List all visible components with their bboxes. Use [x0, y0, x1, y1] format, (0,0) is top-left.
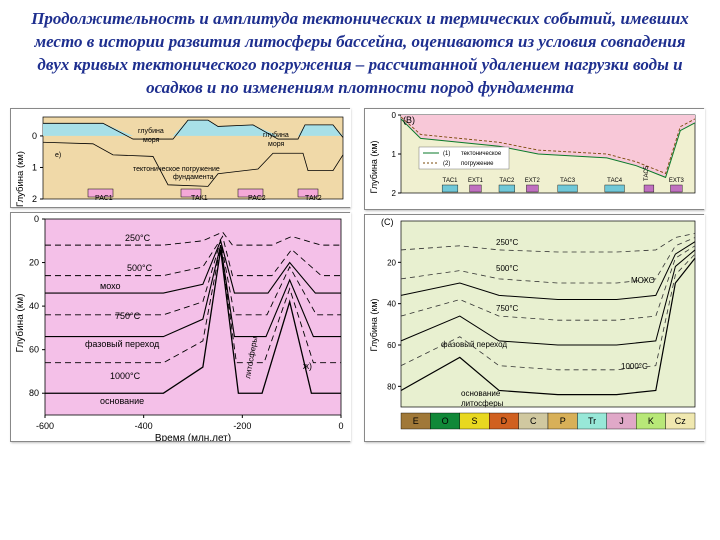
- svg-text:-600: -600: [36, 421, 54, 431]
- svg-text:O: O: [442, 416, 449, 426]
- svg-text:ТАС3: ТАС3: [560, 178, 576, 184]
- svg-text:0: 0: [392, 111, 397, 120]
- svg-text:глубина: глубина: [138, 127, 164, 135]
- svg-text:0: 0: [32, 131, 37, 141]
- svg-text:K: K: [648, 416, 654, 426]
- svg-text:1000°С: 1000°С: [621, 362, 648, 371]
- svg-text:D: D: [501, 416, 508, 426]
- svg-text:60: 60: [387, 341, 396, 350]
- svg-text:1000°С: 1000°С: [110, 371, 141, 381]
- svg-text:500°С: 500°С: [496, 264, 519, 273]
- svg-text:80: 80: [387, 382, 396, 391]
- svg-text:погружение: погружение: [461, 161, 494, 167]
- svg-text:е): е): [55, 152, 61, 159]
- panel-right-bottom: 20 40 60 80 Глубина (км) (С) 250°С 500°С МОХО 750…: [364, 214, 704, 442]
- svg-text:тектоническое погружение: тектоническое погружение: [133, 166, 220, 173]
- svg-text:40: 40: [387, 299, 396, 308]
- svg-text:глубина: глубина: [263, 131, 289, 139]
- svg-text:1: 1: [392, 150, 397, 159]
- svg-text:Время (млн.лет): Время (млн.лет): [155, 433, 231, 441]
- svg-text:Глубина (км): Глубина (км): [15, 151, 26, 207]
- svg-text:МОХО: МОХО: [631, 276, 655, 285]
- svg-text:EXT1: EXT1: [468, 178, 484, 184]
- svg-text:250°С: 250°С: [496, 238, 519, 247]
- svg-text:основание: основание: [461, 389, 501, 398]
- svg-text:250°С: 250°С: [125, 233, 151, 243]
- svg-text:Глубина (км): Глубина (км): [14, 293, 26, 352]
- svg-text:80: 80: [29, 388, 39, 398]
- svg-text:750°С: 750°С: [115, 311, 141, 321]
- panel-left-bottom: 0 20 40 60 80 -600 -400 -200 0 Глубина (км) Время …: [10, 212, 350, 442]
- svg-text:Глубина (км): Глубина (км): [369, 140, 379, 193]
- svg-text:литосферы: литосферы: [461, 399, 504, 408]
- svg-text:Tr: Tr: [588, 416, 596, 426]
- svg-text:2: 2: [32, 194, 37, 204]
- svg-text:ТАС5: ТАС5: [644, 165, 650, 181]
- svg-text:E: E: [413, 416, 419, 426]
- svg-text:ТАС1: ТАС1: [442, 178, 458, 184]
- svg-text:0: 0: [338, 421, 343, 431]
- svg-text:тектоническое: тектоническое: [461, 151, 502, 157]
- svg-text:ТАК1: ТАК1: [191, 195, 208, 202]
- svg-text:фазовый переход: фазовый переход: [85, 339, 160, 349]
- svg-text:C: C: [530, 416, 537, 426]
- svg-text:P: P: [560, 416, 566, 426]
- svg-text:моря: моря: [143, 137, 160, 144]
- svg-text:Глубина (км): Глубина (км): [369, 298, 379, 351]
- svg-text:моря: моря: [268, 141, 285, 148]
- svg-text:500°С: 500°С: [127, 263, 153, 273]
- svg-text:0: 0: [34, 214, 39, 224]
- svg-text:Cz: Cz: [675, 416, 686, 426]
- svg-text:-200: -200: [233, 421, 251, 431]
- svg-text:2: 2: [392, 189, 397, 198]
- svg-text:ТАС2: ТАС2: [499, 178, 515, 184]
- svg-text:(В): (В): [403, 115, 415, 125]
- svg-text:ТАС4: ТАС4: [607, 178, 623, 184]
- svg-text:60: 60: [29, 344, 39, 354]
- svg-text:S: S: [471, 416, 477, 426]
- svg-text:РАС2: РАС2: [248, 195, 266, 202]
- svg-text:EXT3: EXT3: [669, 178, 685, 184]
- svg-text:РАС1: РАС1: [95, 195, 113, 202]
- chart-panels: 0 1 2 Глубина (км) е) глубина моря глубина моря т…: [0, 104, 720, 442]
- svg-text:(С): (С): [381, 217, 394, 227]
- svg-text:(2): (2): [443, 161, 450, 167]
- svg-text:фазовый переход: фазовый переход: [441, 340, 507, 349]
- svg-text:J: J: [619, 416, 624, 426]
- svg-text:ТАК2: ТАК2: [305, 195, 322, 202]
- panel-left-top: 0 1 2 Глубина (км) е) глубина моря глубина моря т…: [10, 108, 350, 208]
- svg-text:40: 40: [29, 301, 39, 311]
- svg-text:20: 20: [29, 257, 39, 267]
- svg-text:-400: -400: [135, 421, 153, 431]
- svg-text:(1): (1): [443, 151, 450, 157]
- svg-text:мохо: мохо: [100, 281, 121, 291]
- svg-text:фундамента: фундамента: [173, 174, 214, 181]
- svg-text:750°С: 750°С: [496, 304, 519, 313]
- svg-text:20: 20: [387, 258, 396, 267]
- panel-right-top: ТАС1 EXT1 ТАС2 EXT2 ТАС3 ТАС4 ТАС5 EXT3 0 1 2 Глуби…: [364, 108, 704, 210]
- svg-text:основание: основание: [100, 396, 144, 406]
- svg-text:EXT2: EXT2: [525, 178, 541, 184]
- page-title: Продолжительность и амплитуда тектоничес…: [0, 0, 720, 104]
- svg-text:ж): ж): [303, 361, 312, 371]
- svg-text:1: 1: [32, 162, 37, 172]
